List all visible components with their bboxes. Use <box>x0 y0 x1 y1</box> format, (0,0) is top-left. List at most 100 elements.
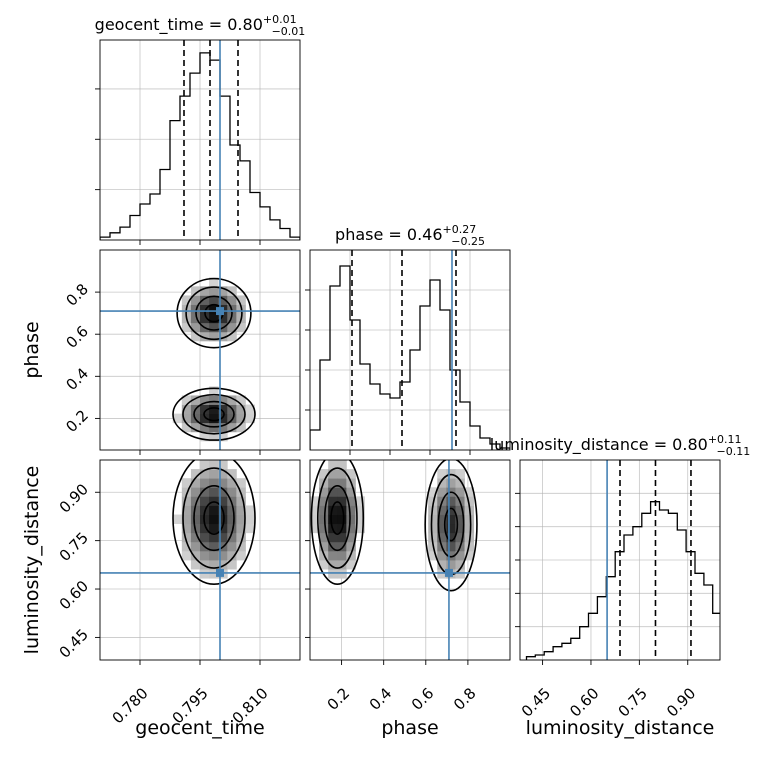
density-cell <box>227 532 237 543</box>
density-cell <box>337 487 347 497</box>
density-cell <box>200 478 210 488</box>
density-cell <box>328 505 338 515</box>
density-cell <box>218 413 228 424</box>
density-cell <box>227 550 237 561</box>
density-cell <box>181 395 192 405</box>
truth-marker <box>216 307 224 316</box>
density-cell <box>181 523 192 534</box>
density-cell <box>319 514 329 525</box>
contour-line <box>330 501 345 535</box>
density-cell <box>455 514 465 525</box>
density-cell <box>319 469 329 479</box>
density-cell <box>227 422 237 433</box>
density-cell <box>218 523 228 534</box>
density-cell <box>190 395 201 405</box>
density-cell <box>209 523 219 534</box>
x-tick-label: 0.45 <box>518 684 554 720</box>
density-cell <box>200 487 210 497</box>
density-cell <box>190 505 201 515</box>
y-tick-label: 0.2 <box>62 406 92 436</box>
density-cell <box>464 514 475 525</box>
density-cell <box>209 431 219 442</box>
density-cell <box>218 295 228 305</box>
density-cell <box>337 532 347 543</box>
contour-line <box>193 400 235 428</box>
density-cell <box>310 514 320 525</box>
density-cell <box>200 431 210 442</box>
y-axis-label: phase <box>21 321 43 378</box>
density-cell <box>236 496 246 506</box>
truth-marker <box>444 568 453 577</box>
x-tick-label: 0.2 <box>324 684 354 714</box>
density-cell <box>200 460 210 470</box>
density-cell <box>227 487 237 497</box>
density-cell <box>428 550 438 561</box>
density-cell <box>218 560 228 570</box>
density-cell <box>200 286 210 296</box>
contour-line <box>424 460 478 592</box>
density-cell <box>337 560 347 570</box>
density-cell <box>190 295 201 305</box>
density-cell <box>190 532 201 543</box>
density-cell <box>337 496 347 506</box>
density-cell <box>328 478 338 488</box>
density-cell <box>209 304 219 315</box>
density-cell <box>227 313 237 324</box>
density-cell <box>227 523 237 534</box>
density-cell <box>236 295 246 305</box>
contour-line <box>193 485 235 552</box>
density-cell <box>346 514 356 525</box>
density-cell <box>337 514 347 525</box>
density-cell <box>209 395 219 405</box>
density-cell <box>310 496 320 506</box>
panel-title: luminosity_distance = 0.80+0.11 −0.11 <box>490 433 751 458</box>
title-upper-error: +0.11 <box>708 433 742 446</box>
density-cell <box>337 505 347 515</box>
density-cell <box>446 560 456 570</box>
density-cell <box>437 487 447 497</box>
density-cell <box>446 478 456 488</box>
density-cell <box>319 496 329 506</box>
density-cell <box>200 413 210 424</box>
density-cell <box>346 523 356 534</box>
density-cell <box>190 286 201 296</box>
density-cell <box>236 322 246 333</box>
x-tick-label: 0.90 <box>663 684 699 720</box>
density-cell <box>190 541 201 552</box>
title-value: geocent_time = 0.80 <box>95 15 263 35</box>
contour-line <box>310 460 365 585</box>
density-cell <box>181 478 192 488</box>
density-cell <box>190 469 201 479</box>
density-cell <box>209 286 219 296</box>
density-cell <box>455 569 465 579</box>
density-cell <box>209 322 219 333</box>
density-cell <box>200 550 210 561</box>
density-cell <box>200 295 210 305</box>
density-panel <box>172 460 256 585</box>
density-cell <box>190 322 201 333</box>
density-cell <box>200 469 210 479</box>
density-cell <box>200 304 210 315</box>
density-cell <box>209 514 219 525</box>
density-cell <box>346 487 356 497</box>
density-cell <box>236 413 246 424</box>
density-cell <box>328 541 338 552</box>
density-cell <box>446 505 456 515</box>
density-cell <box>328 487 338 497</box>
density-cell <box>446 532 456 543</box>
x-axis-label: luminosity_distance <box>526 717 715 739</box>
x-tick-label: 0.75 <box>615 684 651 720</box>
density-cell <box>346 541 356 552</box>
density-cell <box>245 514 255 525</box>
contour-line <box>323 485 351 552</box>
y-tick-label: 0.45 <box>56 625 92 661</box>
density-cell <box>464 496 475 506</box>
contour-line <box>172 387 256 441</box>
contour-line <box>185 286 243 341</box>
density-cell <box>319 487 329 497</box>
density-cell <box>181 532 192 543</box>
density-cell <box>437 514 447 525</box>
density-cell <box>181 404 192 415</box>
density-cell <box>190 331 201 342</box>
density-panel <box>310 460 478 592</box>
